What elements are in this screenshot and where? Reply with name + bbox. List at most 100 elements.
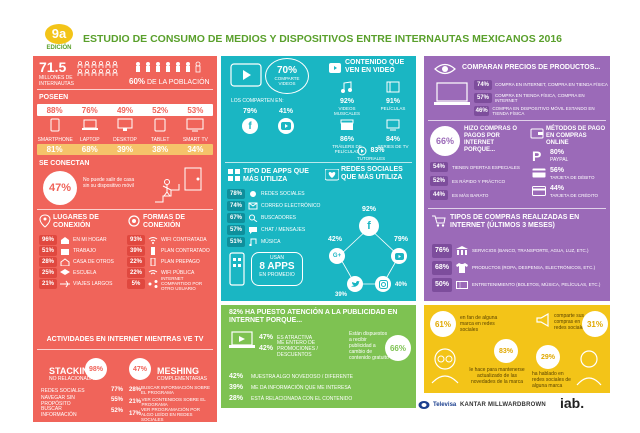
forma-label: INTERNET COMPARTIDO POR OTRO USUARIO [161,276,203,291]
home-icon [61,236,69,244]
edition-badge: 9a EDICIÓN [42,24,76,54]
contenido-item: 86% TRÁILERS DE PELÍCULAS [325,118,369,154]
apps-usan: USAN [270,255,284,261]
meshing-circle: 47% [129,358,151,380]
list-item: REDES SOCIALES 77% [41,386,123,395]
lugar-value: 21% [39,278,57,289]
laptop-ad-icon [229,331,255,356]
poseen-bottom-value: 68% [81,145,98,154]
contenido-value: 91% [385,98,400,105]
phone-icon [150,257,156,266]
share-facebook: 79% f [235,108,265,134]
poseen-top-value: 88% [46,105,63,115]
marcas-bottom-circle: 29% [536,345,560,369]
metodo-label: TARJETA DE DÉBITO [550,174,595,180]
tipo-label: ENTRETENIMIENTO (BOLETOS, MÚSICA, PELÍCU… [472,282,601,287]
bank-icon [456,245,468,255]
device-label: LAPTOP [79,137,100,143]
redes-heading: REDES SOCIALES QUE MÁS UTILIZA [341,166,403,181]
marcas-center-circle: 83% [494,339,518,363]
actividades-heading: ACTIVIDADES EN INTERNET MIENTRAS VE TV [46,336,204,343]
apps-list: 78% REDES SOCIALES 74% CORREO ELECTRÓNIC… [227,188,323,248]
desktop-icon [117,118,133,131]
precios-heading: COMPARAN PRECIOS DE PRODUCTOS... [462,64,601,71]
reason-value: 54% [430,162,448,172]
shirt-icon [456,262,468,273]
edition-label: EDICIÓN [46,45,72,51]
precio-value: 46% [474,105,490,116]
app-value: 51% [227,237,245,247]
share-youtube: 41% [271,108,301,134]
computer-icon [434,82,470,113]
eye-icon [434,62,456,80]
marcas-right-circle: 31% [582,311,608,337]
smartphone-icon [50,118,60,132]
person-icon [77,61,118,76]
person-glasses-icon [428,345,462,390]
meshing-title: MESHING [157,366,200,376]
atencion-value: 42% [229,372,244,380]
poseen-top-row: 88% 76% 49% 52% 53% [37,104,213,116]
poblacion-text: 60% DE LA POBLACIÓN [129,78,210,87]
tipo-value: 50% [432,277,452,292]
marcas-left-circle: 61% [430,311,456,337]
hizo-compras-circle: 66% [430,126,460,156]
precio-label: COMPRA EN INTERNET, COMPRA EN TIENDA FÍS… [495,82,608,87]
marcas-center-value: 83% [498,347,513,355]
share-value: 41% [278,108,293,115]
marcas-bottom-text: ha hablado en redes sociales de alguna m… [532,371,571,389]
contenido-value: 84% [385,136,400,143]
panel-usuarios: 71.5 MILLONES DE INTERNAUTAS [33,56,217,294]
hizo-compras-value: 66% [435,136,454,146]
marcas-bottom-value: 29% [540,353,555,361]
list-item: P 80% PAYPAL [532,148,608,164]
list-item: 28% ESTÁ RELACIONADA CON EL CONTENIDO [229,393,369,404]
list-item: 28% CASA DE OTROS [39,256,125,267]
list-item: 39% PLAN CONTRATADO [127,245,215,256]
facebook-icon: f [242,118,258,134]
tipo-label: SERVICIOS (BANCO, TRANSPORTE, AGUA, LUZ,… [472,248,589,253]
tipos-list: 76% SERVICIOS (BANCO, TRANSPORTE, AGUA, … [432,242,608,293]
forma-label: PLAN PREPAGO [161,258,200,265]
tablet-icon [154,118,166,132]
list-item: 44% TARJETA DE CRÉDITO [532,182,608,200]
contenido-label: SERIES DE TV [377,144,409,149]
instagram-icon [375,276,391,292]
film-icon [386,81,400,93]
list-item: 5% INTERNET COMPARTIDO POR OTRO USUARIO [127,276,215,291]
panel-marcas: 61% en fan de alguna marca en redes soci… [424,305,610,393]
poblacion-label: DE LA POBLACIÓN [146,79,210,86]
list-item: 57% COMPRA EN TIENDA FÍSICA, COMPRA EN I… [474,91,608,104]
iab-logo: iab. [560,395,585,411]
internautas-label: MILLONES DE INTERNAUTAS [39,75,74,87]
atencion-heading: 82% HA PUESTO ATENCIÓN A LA PUBLICIDAD E… [229,309,398,324]
forma-value: 22% [127,256,145,267]
poblacion-value: 60% [129,77,146,86]
paypal-icon: P [532,148,542,164]
list-item: 28% BUSCAR INFORMACIÓN SOBRE EL PROGRAMA [129,384,213,396]
device-label: TABLET [150,137,170,143]
stacking-item-label: NAVEGAR SIN PROPÓSITO [41,394,75,407]
se-conectan-heading: SE CONECTAN [39,160,90,167]
house-icon [60,257,70,266]
list-item: 21% VER CONTENIDOS SOBRE EL PROGRAMA [129,396,213,408]
device-label: SMARTPHONE [37,137,73,143]
device-smartphone: SMARTPHONE [37,118,73,143]
stacking-item-label: BUSCAR INFORMACIÓN [41,405,77,418]
redes-value: 42% [327,236,342,243]
metodos-list: P 80% PAYPAL 56% TARJETA DE DÉBITO 44% T… [532,148,608,200]
list-item: 39% ME DA INFORMACIÓN QUE ME INTERESA [229,382,369,393]
atencion-label: ME DA INFORMACIÓN QUE ME INTERESA [251,384,352,391]
tv-icon [386,119,400,131]
contenido-value: 92% [339,98,354,105]
poseen-top-value: 53% [187,105,204,115]
list-item: 17% VER PROGRAMACIÓN POR ALGO LEÍDO EN R… [129,407,213,422]
phone-video-icon [229,62,263,95]
search-icon [249,214,258,222]
youtube-icon [391,248,407,264]
redes-value: 39% [334,292,347,298]
se-conectan-value: 47% [48,182,72,194]
list-item: BUSCAR INFORMACIÓN 52% [41,405,123,418]
metodo-value: 44% [550,184,565,192]
ticket-icon [456,280,468,289]
